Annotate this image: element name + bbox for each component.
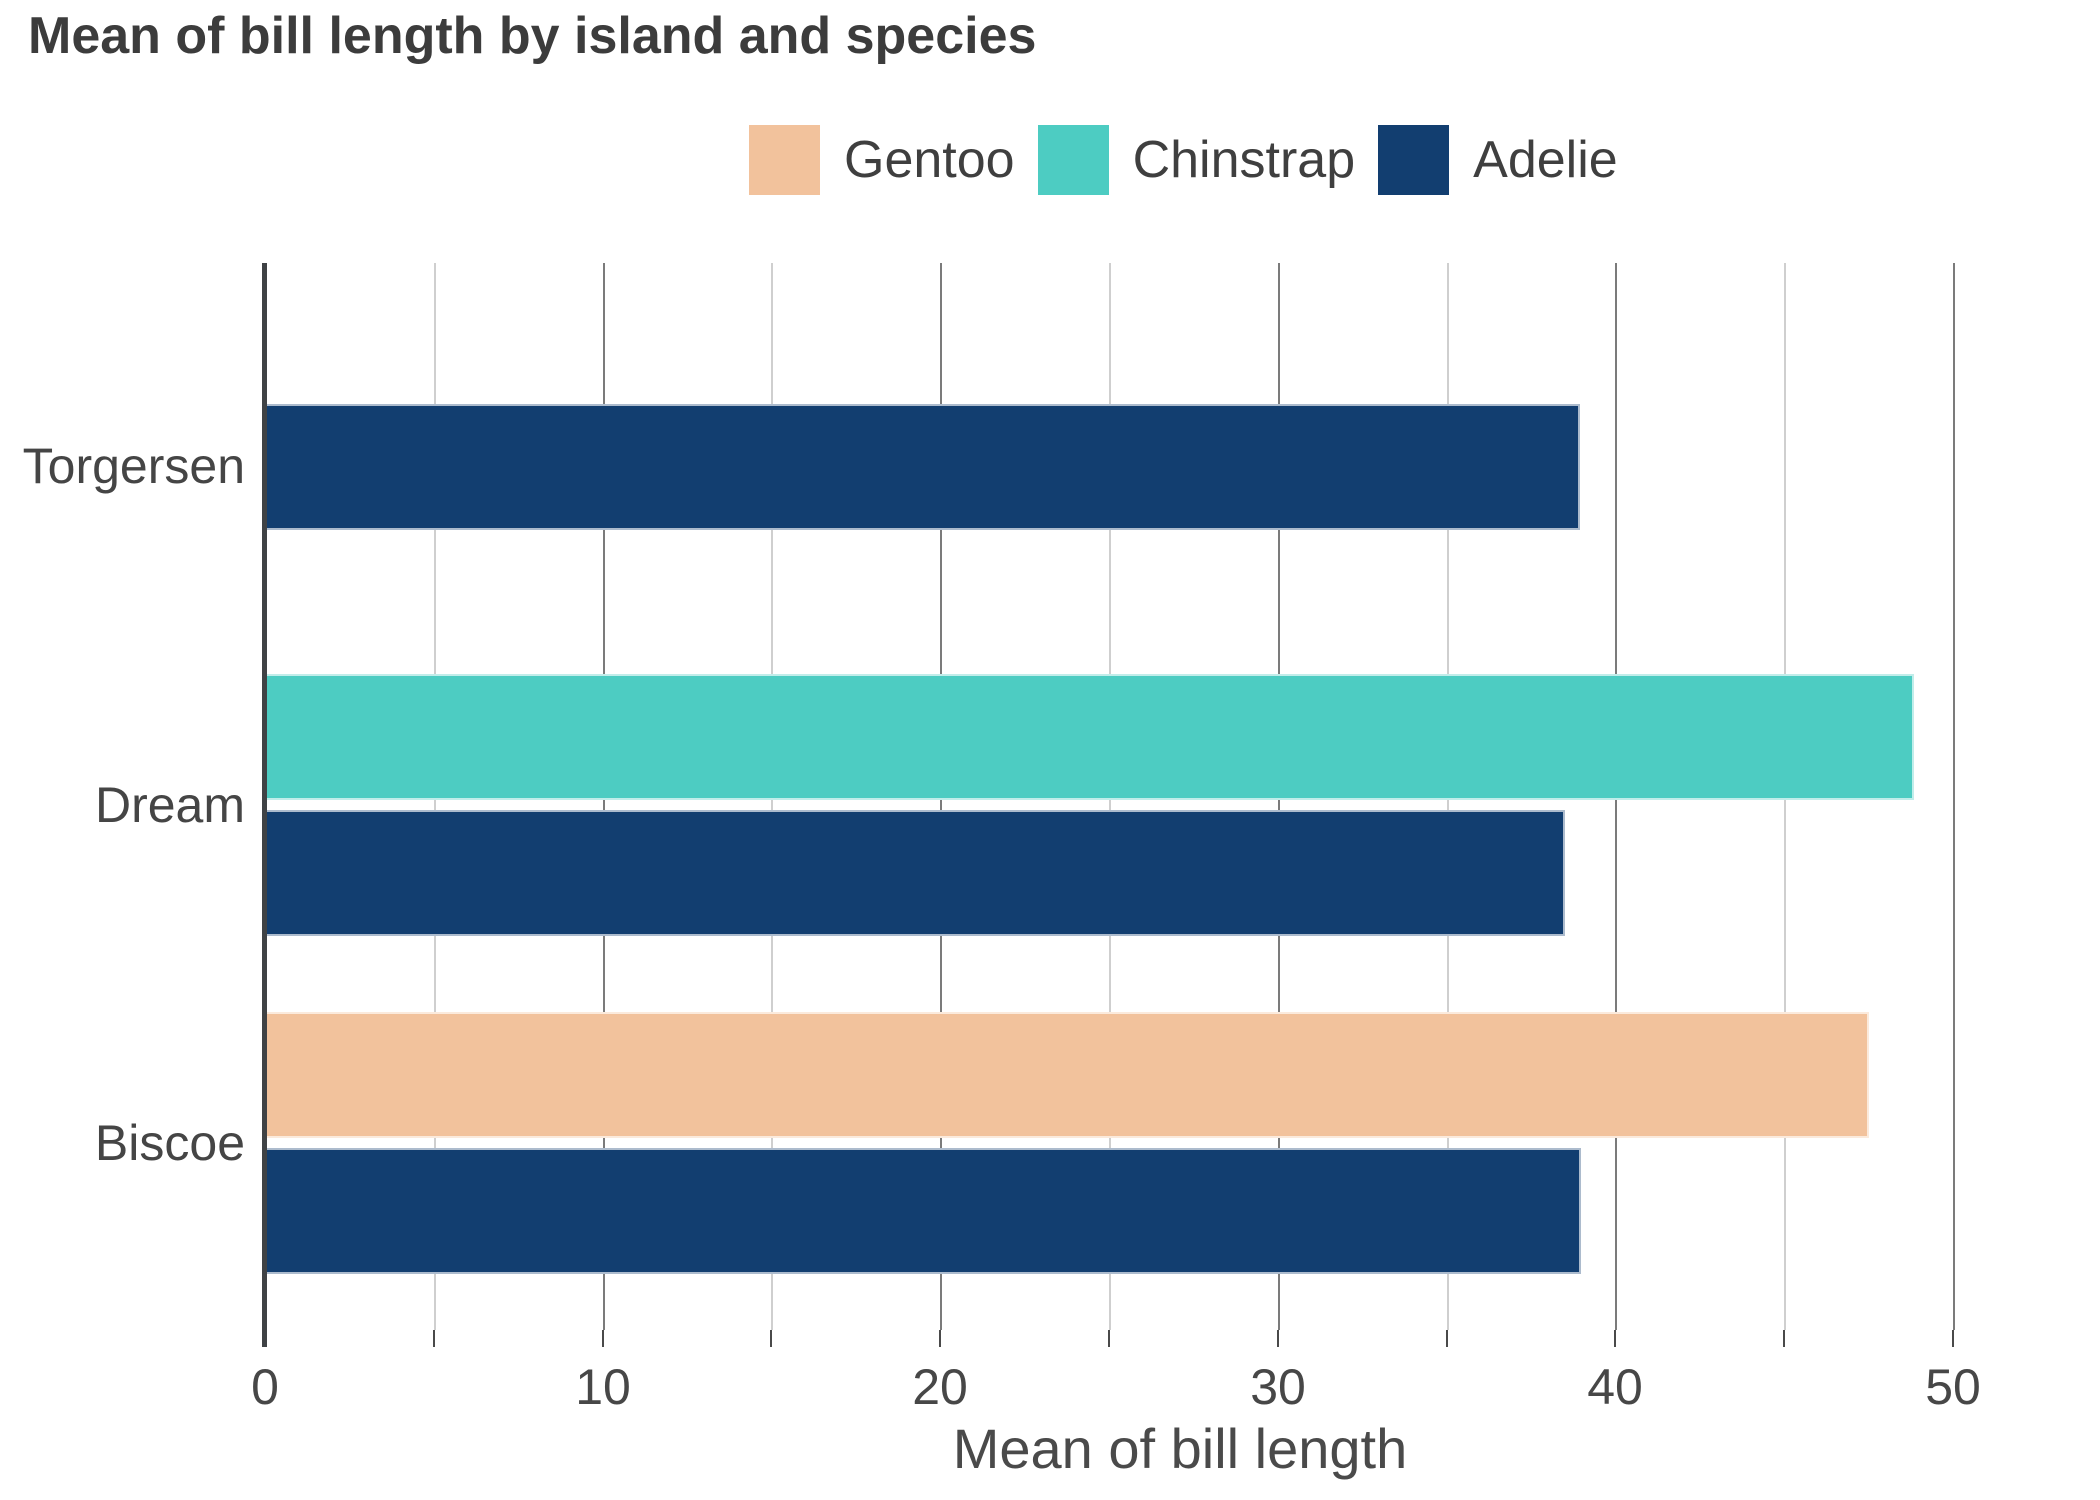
adelie-swatch-icon [1378, 125, 1450, 195]
y-category-label-torgersen: Torgersen [22, 438, 245, 494]
bar-biscoe-adelie [265, 1148, 1581, 1274]
legend-label-gentoo: Gentoo [844, 131, 1015, 189]
x-tick-30 [1277, 1330, 1279, 1347]
x-axis-title: Mean of bill length [952, 1417, 1408, 1480]
x-tick-label-20: 20 [912, 1359, 968, 1415]
chinstrap-swatch-icon [1037, 125, 1109, 195]
x-tick-label-30: 30 [1250, 1359, 1306, 1415]
legend-item-chinstrap: Chinstrap [1037, 124, 1356, 196]
gentoo-swatch-icon [749, 125, 820, 195]
y-axis-line [262, 263, 267, 1347]
x-tick-5 [433, 1330, 435, 1347]
legend-label-adelie: Adelie [1473, 131, 1618, 189]
y-category-label-biscoe: Biscoe [94, 1115, 245, 1171]
plot-area [265, 263, 2040, 1330]
legend-item-adelie: Adelie [1378, 124, 1618, 196]
bar-torgersen-adelie [265, 404, 1580, 530]
x-tick-15 [770, 1330, 772, 1347]
x-tick-50 [1952, 1330, 1954, 1347]
legend: Gentoo Chinstrap Adelie [749, 124, 1641, 196]
bar-dream-chinstrap [265, 674, 1914, 800]
legend-item-gentoo: Gentoo [749, 124, 1015, 196]
x-tick-40 [1614, 1330, 1616, 1347]
x-tick-25 [1108, 1330, 1110, 1347]
x-tick-label-0: 0 [251, 1359, 279, 1415]
legend-label-chinstrap: Chinstrap [1132, 131, 1356, 189]
bar-dream-adelie [265, 810, 1565, 936]
gridline-50 [1953, 263, 1955, 1330]
x-tick-label-50: 50 [1925, 1359, 1981, 1415]
x-tick-20 [939, 1330, 941, 1347]
x-tick-45 [1783, 1330, 1785, 1347]
bar-biscoe-gentoo [265, 1012, 1869, 1138]
chart-title: Mean of bill length by island and specie… [28, 7, 1037, 65]
x-tick-10 [602, 1330, 604, 1347]
x-tick-label-40: 40 [1587, 1359, 1643, 1415]
x-tick-label-10: 10 [575, 1359, 631, 1415]
x-tick-35 [1446, 1330, 1448, 1347]
y-category-label-dream: Dream [94, 777, 245, 833]
